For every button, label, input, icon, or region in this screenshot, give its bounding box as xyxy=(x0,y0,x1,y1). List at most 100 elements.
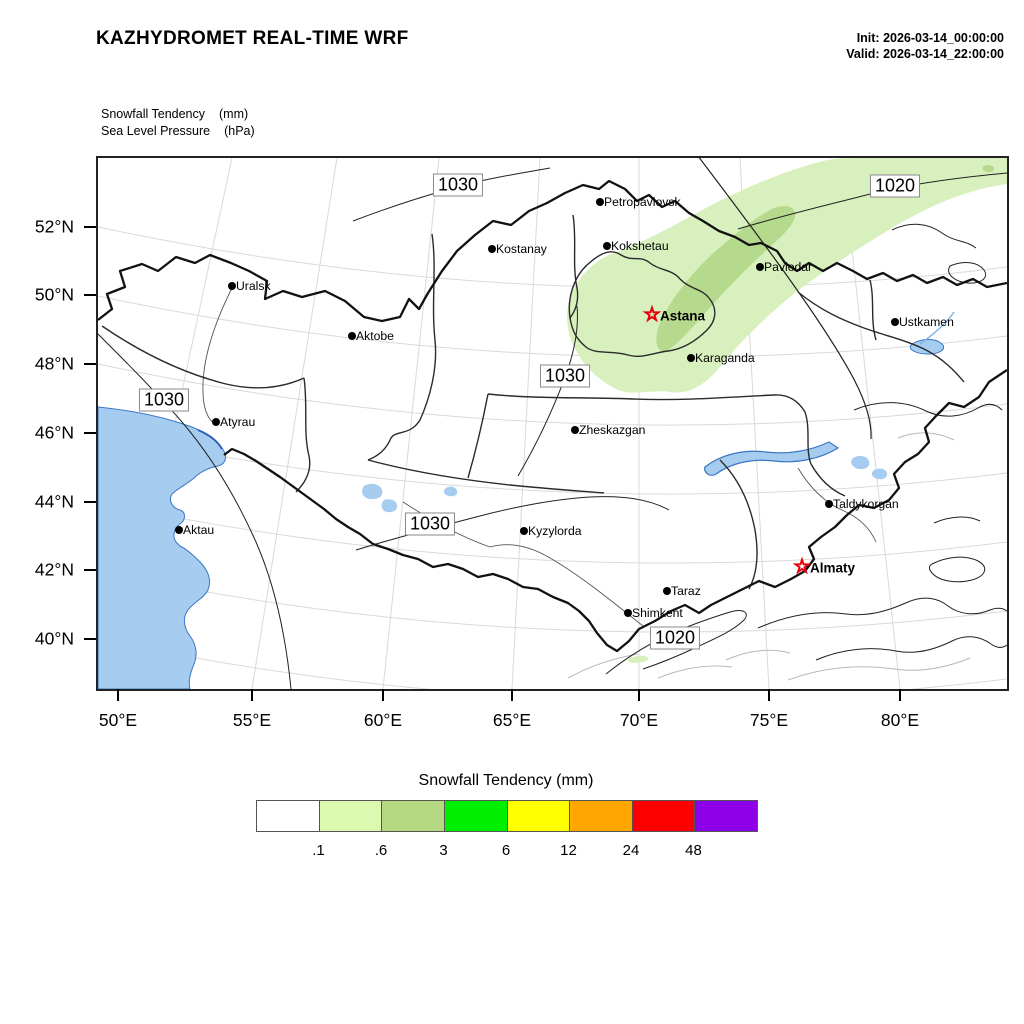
lat-tick-label: 40°N xyxy=(34,628,74,649)
lat-tick-label: 50°N xyxy=(34,284,74,305)
isobar-1030-left xyxy=(98,333,292,689)
snow-patch-dark-corner xyxy=(982,164,995,173)
plotted-fields: Snowfall Tendency (mm) Sea Level Pressure… xyxy=(101,106,255,140)
oblast-borders xyxy=(101,214,965,590)
colorbar-tick-label: .6 xyxy=(374,842,388,859)
valid-time: Valid: 2026-03-14_22:00:00 xyxy=(846,47,1004,61)
pressure-label: 1020 xyxy=(649,626,701,650)
lon-tick xyxy=(768,689,770,701)
lake-balkhash xyxy=(704,441,840,476)
city-label: Almaty xyxy=(810,560,856,576)
lake-alakol-1 xyxy=(851,455,870,470)
city-label: Astana xyxy=(660,308,706,324)
mountain-contour-3 xyxy=(933,516,981,524)
city-marker-dot xyxy=(488,245,496,253)
colorbar-tick-label: .1 xyxy=(312,842,325,859)
national-border xyxy=(98,179,1007,653)
city-marker-dot xyxy=(624,609,632,617)
pressure-label: 1030 xyxy=(539,364,591,388)
init-time: Init: 2026-03-14_00:00:00 xyxy=(856,31,1004,45)
colorbar-segment xyxy=(382,801,445,831)
snow-patch-light-1 xyxy=(933,180,955,194)
lon-tick-label: 60°E xyxy=(363,710,403,730)
mountain-contour-1 xyxy=(757,597,1007,629)
dzhungar-contour xyxy=(853,402,1003,417)
aral-fragment-1 xyxy=(362,483,383,500)
snow-patch-light-2 xyxy=(896,200,912,211)
lat-tick xyxy=(84,226,96,228)
city-label: Kyzylorda xyxy=(528,524,582,538)
pressure-label: 1030 xyxy=(404,512,456,536)
map-canvas xyxy=(98,158,1007,689)
colorbar-segment xyxy=(257,801,320,831)
lat-tick-label: 46°N xyxy=(34,422,74,443)
mountain-blob xyxy=(928,556,986,583)
atyrau-coast xyxy=(197,429,223,450)
lake-zaysan xyxy=(909,339,945,355)
aral-fragment-2 xyxy=(381,499,398,513)
altai-contour-1 xyxy=(891,223,977,249)
city-marker-dot xyxy=(756,263,764,271)
city-marker-dot xyxy=(348,332,356,340)
mountain-contour-2 xyxy=(815,636,1007,661)
pressure-label: 1030 xyxy=(138,388,190,412)
lon-tick xyxy=(382,689,384,701)
lon-tick xyxy=(511,689,513,701)
city-label: Uralsk xyxy=(236,279,271,293)
colorbar-segment xyxy=(319,801,383,831)
pressure-label: 1020 xyxy=(869,174,921,198)
lat-tick xyxy=(84,501,96,503)
lon-tick-label: 55°E xyxy=(232,710,272,730)
lon-tick-label: 75°E xyxy=(749,710,789,730)
city-label: Atyrau xyxy=(220,415,256,429)
water-bodies xyxy=(98,311,955,689)
colorbar-segment xyxy=(632,801,696,831)
city-marker-star: ☆ xyxy=(793,556,811,578)
lake-alakol-2 xyxy=(871,468,888,480)
lat-tick xyxy=(84,638,96,640)
lat-tick-label: 44°N xyxy=(34,491,74,512)
lon-tick xyxy=(899,689,901,701)
small-lake xyxy=(443,486,458,497)
lon-tick xyxy=(117,689,119,701)
city-label: Aktobe xyxy=(356,329,394,343)
lat-tick xyxy=(84,569,96,571)
snow-patch-shimkent xyxy=(627,655,649,663)
ural-river xyxy=(202,287,233,426)
colorbar-segment xyxy=(507,801,571,831)
city-marker-dot xyxy=(663,587,671,595)
city-label: Ustkamen xyxy=(899,315,954,329)
city-label: Aktau xyxy=(183,523,215,537)
caspian-sea xyxy=(98,406,226,689)
lat-tick xyxy=(84,294,96,296)
irtysh-river-blue xyxy=(919,311,955,345)
pressure-label: 1030 xyxy=(432,173,484,197)
map-frame: 52°N 50°N 48°N 46°N 44°N 42°N 40°N 50°E 55°E 60°E… xyxy=(35,156,1009,730)
lat-tick-label: 52°N xyxy=(34,216,74,237)
colorbar-segment xyxy=(444,801,508,831)
city-label: Shimkent xyxy=(632,606,683,620)
lon-tick xyxy=(638,689,640,701)
colorbar-tick-label: 48 xyxy=(685,842,702,859)
city-marker-dot xyxy=(687,354,695,362)
colorbar-swatches xyxy=(256,800,758,832)
altai-contour-2 xyxy=(948,262,987,284)
colorbar-tick-label: 24 xyxy=(622,842,640,859)
city-label: Petropavlovsk xyxy=(604,195,681,209)
irtysh-diagonal xyxy=(698,158,872,440)
lat-tick xyxy=(84,363,96,365)
lon-tick-label: 50°E xyxy=(98,710,138,730)
city-marker-dot xyxy=(571,426,579,434)
city-marker-dot xyxy=(175,526,183,534)
lon-tick-label: 65°E xyxy=(492,710,532,730)
city-marker-dot xyxy=(520,527,528,535)
city-marker-dot xyxy=(228,282,236,290)
city-marker-dot xyxy=(212,418,220,426)
colorbar-tick-label: 12 xyxy=(560,842,577,859)
colorbar-segment xyxy=(695,801,757,831)
field-line-1: Snowfall Tendency (mm) xyxy=(101,107,249,121)
map-overlay: 52°N 50°N 48°N 46°N 44°N 42°N 40°N 50°E 55°E 60°E… xyxy=(35,158,1007,730)
lat-tick xyxy=(84,432,96,434)
city-marker-dot xyxy=(891,318,899,326)
border-east-south xyxy=(223,369,1007,653)
